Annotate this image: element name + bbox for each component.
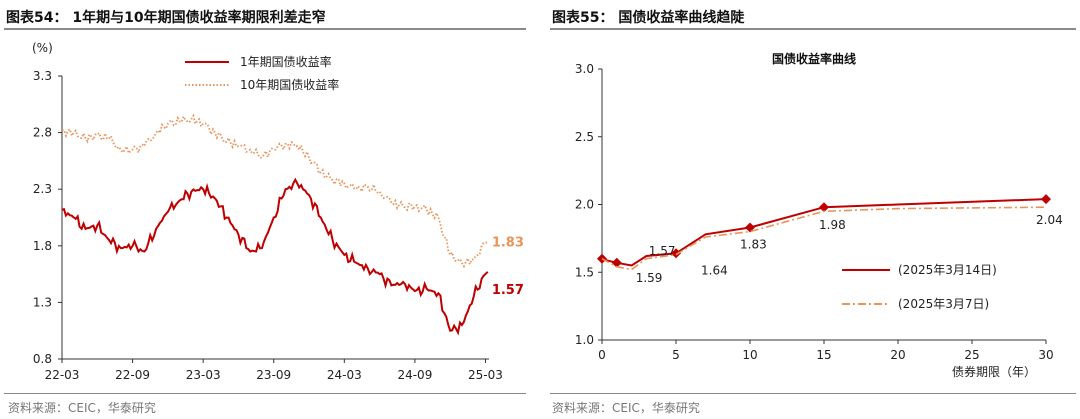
y-tick-label: 2.0 [575, 198, 594, 212]
data-marker [1041, 194, 1051, 205]
x-tick-label: 24-03 [327, 368, 362, 382]
x-tick-label: 10 [742, 348, 757, 362]
legend-label: (2025年3月14日) [898, 263, 997, 277]
y-tick-label: 2.3 [33, 182, 52, 196]
data-label: 1.57 [649, 244, 676, 258]
data-label: 1.98 [819, 218, 846, 232]
figure-55: 图表55： 国债收益率曲线趋陡 国债收益率曲线 1.0 1.5 2.0 2.5 3.0 0 5… [548, 0, 1080, 419]
x-tick-label: 25-03 [468, 368, 503, 382]
legend-label: (2025年3月7日) [898, 297, 989, 311]
legend-label: 1年期国债收益率 [240, 54, 332, 69]
figure-54-title: 图表54： 1年期与10年期国债收益率期限利差走窄 [6, 10, 326, 26]
title-divider [550, 28, 1076, 30]
y-tick-label: 1.0 [575, 333, 594, 347]
yield-spread-chart: (%) 0.8 1.3 1.8 2.3 2.8 3.3 22-03 22-09 23-03 23-0… [32, 41, 524, 382]
figure-55-source: 资料来源：CEIC，华泰研究 [552, 401, 700, 415]
x-tick-label: 22-09 [115, 368, 150, 382]
y-tick-label: 3.3 [33, 69, 52, 83]
x-tick-label: 15 [816, 348, 831, 362]
legend-label: 10年期国债收益率 [240, 77, 339, 92]
series-line-1y [61, 177, 489, 336]
y-tick-label: 1.3 [33, 295, 52, 309]
y-axis-unit: (%) [32, 41, 53, 55]
y-tick-label: 2.8 [33, 126, 52, 140]
x-tick-label: 25 [964, 348, 979, 362]
bottom-divider [4, 393, 526, 394]
x-tick-label: 23-03 [186, 368, 221, 382]
figure-54-source: 资料来源：CEIC，华泰研究 [8, 401, 156, 415]
data-marker [745, 222, 755, 233]
figure-55-title: 图表55： 国债收益率曲线趋陡 [552, 10, 745, 26]
x-tick-label: 5 [672, 348, 680, 362]
chart-title: 国债收益率曲线 [772, 51, 856, 66]
x-tick-label: 24-09 [397, 368, 432, 382]
title-divider [4, 28, 526, 30]
data-label: 1.83 [740, 238, 767, 252]
x-tick-label: 0 [598, 348, 606, 362]
series-end-label: 1.83 [492, 235, 524, 250]
y-tick-label: 0.8 [33, 352, 52, 366]
data-marker [671, 248, 681, 259]
yield-curve-chart: 国债收益率曲线 1.0 1.5 2.0 2.5 3.0 0 5 10 15 20 25 30债券期限（年… [575, 51, 1063, 379]
bottom-divider [550, 393, 1076, 394]
x-tick-label: 30 [1038, 348, 1053, 362]
y-tick-label: 1.5 [575, 265, 594, 279]
data-marker [611, 257, 622, 268]
y-tick-label: 2.5 [575, 130, 594, 144]
x-tick-label: 22-03 [45, 368, 80, 382]
x-tick-label: 20 [890, 348, 905, 362]
data-label: 1.59 [636, 271, 663, 285]
y-tick-label: 1.8 [33, 239, 52, 253]
y-tick-label: 3.0 [575, 62, 594, 76]
data-label: 2.04 [1036, 213, 1063, 227]
data-label: 1.64 [701, 263, 728, 277]
x-axis-label: 债券期限（年） [952, 364, 1036, 379]
series-line-10y [61, 113, 488, 269]
series-line-0307 [601, 206, 1047, 271]
series-end-label: 1.57 [492, 283, 524, 298]
x-tick-label: 23-09 [256, 368, 291, 382]
figure-54: 图表54： 1年期与10年期国债收益率期限利差走窄 (%) 0.8 1.3 1.8 2.… [0, 0, 530, 419]
data-marker [819, 202, 829, 213]
